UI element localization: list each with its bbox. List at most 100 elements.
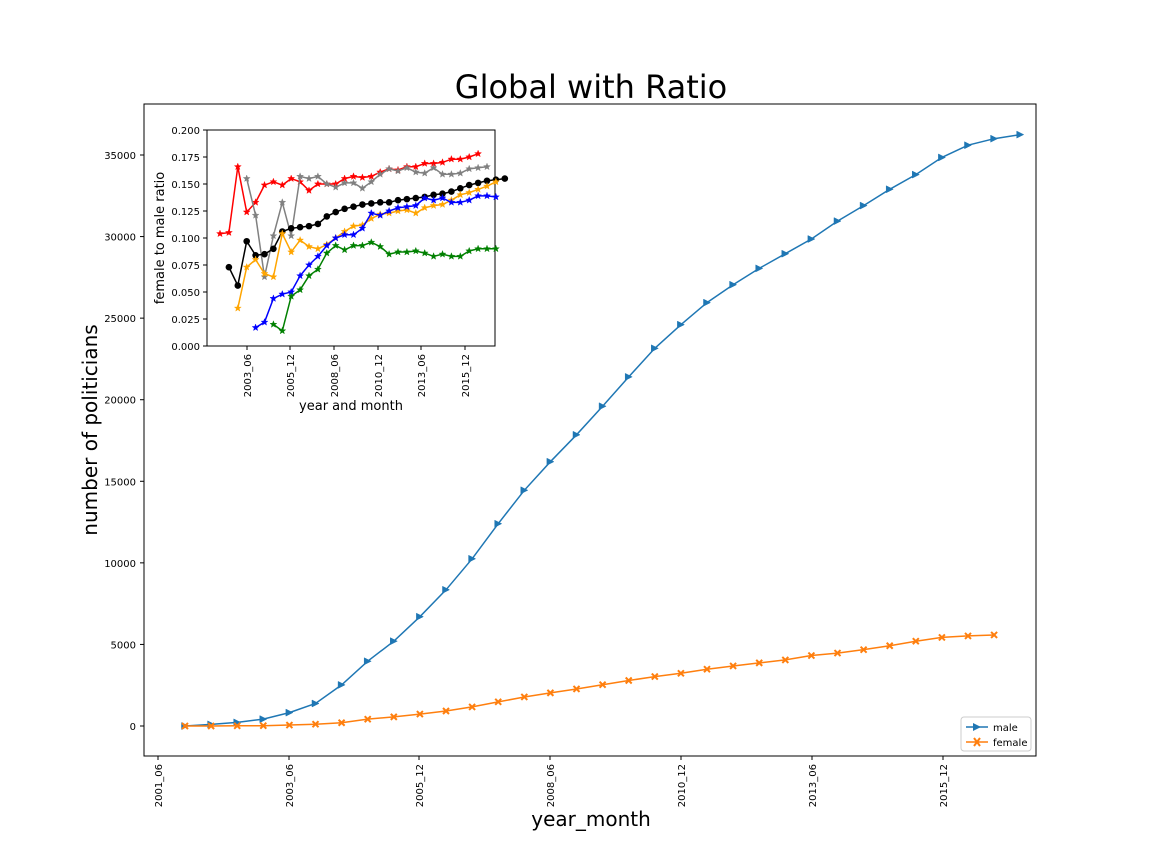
male-point (337, 680, 346, 689)
inset-series-4-point (402, 202, 411, 211)
female-point (390, 713, 398, 721)
inset-series-1-point (367, 177, 376, 186)
inset-series-5-point (429, 252, 438, 260)
inset-y-tick-label: 0.175 (171, 153, 200, 164)
inset-series-5-point (456, 252, 465, 260)
inset-series-0-point (438, 158, 447, 166)
y-tick-label: 0 (130, 722, 136, 733)
inset-series-3-point (420, 203, 429, 212)
inset-x-tick-label: 2005_12 (286, 354, 297, 397)
inset-series-2-point (350, 203, 357, 210)
inset-series-3-point (296, 235, 305, 244)
inset-series-4-point (313, 252, 322, 260)
inset-series-1-point (296, 172, 305, 180)
inset-series-5-point (491, 244, 500, 253)
y-tick-label: 30000 (104, 233, 136, 244)
y-tick-label: 5000 (111, 640, 136, 651)
inset-series-4-point (447, 198, 456, 206)
inset-y-axis: 0.000 0.025 0.050 0.075 0.100 0.125 0.150 0.175… (171, 126, 207, 353)
inset-series-0-point (465, 152, 474, 161)
male-point (1016, 130, 1025, 139)
inset-series-3-point (491, 177, 500, 186)
inset-series-3-point (305, 242, 313, 251)
inset-series-5-point (376, 242, 385, 251)
inset-series-1-point (349, 178, 358, 187)
inset-series-3-point (233, 304, 242, 312)
inset-series-2-point (296, 223, 304, 231)
male-point (259, 715, 268, 724)
inset-series-1-point (358, 184, 367, 192)
inset-series-2-point (252, 251, 259, 259)
inset-series-group (216, 149, 509, 335)
inset-series-1-point (331, 183, 340, 191)
male-point (755, 264, 764, 273)
inset-x-tick-label: 2015_12 (461, 354, 472, 397)
male-point (546, 457, 555, 466)
inset-series-0-point (224, 228, 233, 236)
male-point (520, 486, 529, 495)
inset-series-0-point (287, 174, 296, 182)
inset-y-tick-label: 0.125 (171, 207, 200, 218)
inset-series-0-point (420, 159, 429, 167)
female-point (181, 722, 189, 730)
male-point (363, 657, 372, 666)
male-point (859, 201, 868, 210)
legend: male female (960, 716, 1032, 752)
inset-y-tick-label: 0.100 (171, 234, 200, 245)
inset-series-5-point (402, 247, 411, 256)
male-point (285, 708, 294, 717)
female-point (729, 662, 737, 670)
inset-series-2-point (483, 177, 491, 185)
inset-series-3-point (465, 188, 474, 197)
female-point (207, 722, 215, 730)
inset-series-3-point (349, 221, 358, 230)
inset-series-4-point (251, 323, 260, 332)
female-point (755, 659, 763, 667)
inset-series-4-point (491, 192, 500, 201)
female-point (416, 710, 424, 718)
inset-series-5-point (340, 245, 349, 254)
inset-series-3-point (394, 206, 402, 215)
legend-female-marker (973, 737, 981, 747)
inset-series-3-point (251, 255, 260, 263)
inset-series-1-point (287, 231, 296, 240)
inset-series-4-point (296, 271, 305, 280)
x-tick-label: 2015_12 (939, 764, 950, 807)
male-point (598, 402, 607, 411)
inset-series-5-point (278, 326, 287, 335)
inset-y-tick-label: 0.200 (171, 126, 200, 137)
inset-series-1-point (394, 166, 402, 175)
inset-series-1-point (385, 164, 394, 173)
inset-series-5-point (474, 244, 483, 253)
inset-y-tick-label: 0.000 (171, 342, 200, 353)
inset-series-1-point (340, 178, 349, 187)
x-tick-label: 2008_06 (546, 764, 557, 807)
female-point (311, 720, 320, 728)
inset-series-5-point (269, 320, 278, 328)
female-point (964, 632, 972, 640)
female-point (233, 722, 241, 730)
x-tick-label: 2001_06 (154, 764, 165, 807)
inset-series-3-point (429, 201, 438, 209)
inset-series-0-point (447, 154, 456, 163)
inset-series-0-point (305, 186, 313, 194)
main-series-group (181, 130, 1025, 730)
main-plot-area (143, 103, 1037, 757)
inset-series-4-point (394, 203, 402, 212)
x-tick-label: 2005_12 (415, 764, 426, 807)
inset-series-4-point (340, 230, 349, 239)
inset-series-2-point (270, 245, 277, 253)
inset-series-0-point (251, 198, 260, 206)
female-point (677, 669, 685, 678)
inset-series-0-point (358, 173, 367, 181)
chart-title: Global with Ratio (455, 68, 727, 106)
male-point (494, 519, 503, 528)
y-tick-label: 15000 (104, 477, 136, 488)
inset-series-2-point (243, 237, 250, 245)
female-point (807, 651, 816, 660)
legend-female-label: female (993, 738, 1027, 749)
inset-series-4-point (385, 206, 394, 215)
inset-series-5-point (367, 238, 376, 246)
inset-series-3-point (287, 247, 296, 256)
